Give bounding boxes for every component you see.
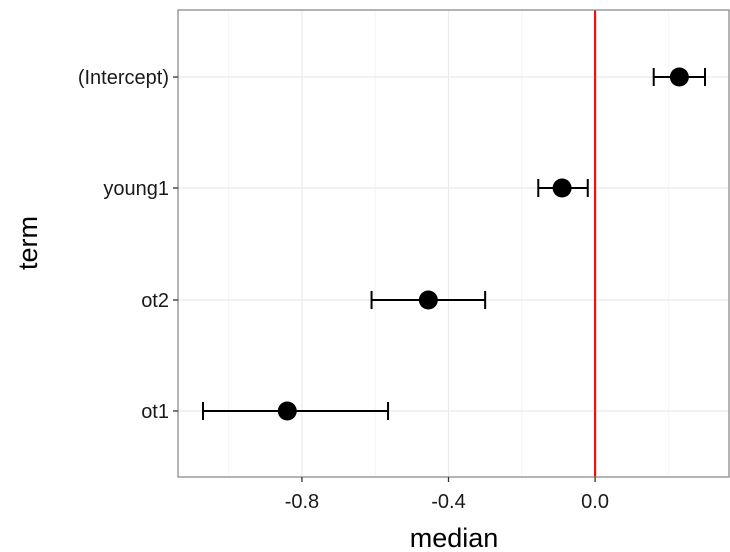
y-axis-title: term bbox=[13, 216, 43, 270]
panel-border bbox=[177, 9, 730, 478]
data-point bbox=[669, 67, 689, 87]
y-tick-label: (Intercept) bbox=[78, 67, 169, 89]
x-tick-label: 0.0 bbox=[581, 491, 609, 513]
x-tick-label: -0.4 bbox=[431, 491, 465, 513]
data-point bbox=[277, 401, 297, 421]
y-tick-label: young1 bbox=[103, 178, 169, 200]
y-tick-label: ot1 bbox=[141, 401, 169, 423]
y-tick-label: ot2 bbox=[141, 290, 169, 312]
x-tick-label: -0.8 bbox=[285, 491, 319, 513]
data-point bbox=[418, 290, 438, 310]
x-axis-title: median bbox=[410, 523, 499, 552]
data-layer bbox=[202, 67, 707, 421]
data-point bbox=[552, 178, 572, 198]
axes: (Intercept) young1 ot2 ot1 -0.8 -0.4 0.0 bbox=[78, 67, 609, 513]
